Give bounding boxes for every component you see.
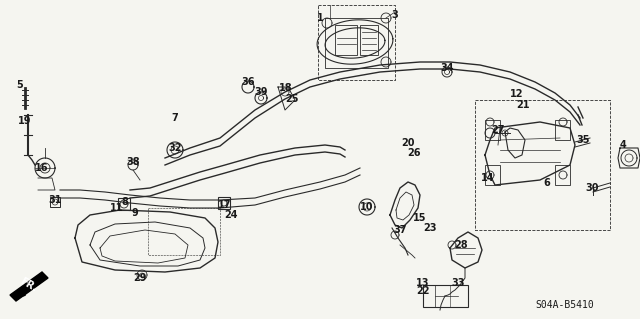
Text: 27: 27	[492, 125, 505, 135]
Bar	[360, 25, 378, 55]
Text: 37: 37	[393, 225, 407, 235]
Text: 8: 8	[122, 197, 129, 207]
Bar	[50, 197, 60, 207]
Text: 39: 39	[254, 87, 268, 97]
Text: 32: 32	[168, 143, 182, 153]
Text: 28: 28	[454, 240, 468, 250]
Text: 14: 14	[481, 173, 495, 183]
Text: 34: 34	[440, 63, 454, 73]
Text: FR.: FR.	[18, 276, 38, 294]
Text: 15: 15	[413, 213, 427, 223]
Text: 36: 36	[241, 77, 255, 87]
Text: 30: 30	[585, 183, 599, 193]
Text: 6: 6	[543, 178, 550, 188]
Text: 10: 10	[360, 202, 374, 212]
Text: 7: 7	[172, 113, 179, 123]
Bar	[423, 285, 468, 307]
Text: 13: 13	[416, 278, 429, 288]
Text: 29: 29	[133, 273, 147, 283]
Text: 16: 16	[35, 163, 49, 173]
Text: S04A-B5410: S04A-B5410	[536, 300, 595, 310]
Text: 33: 33	[451, 278, 465, 288]
Bar	[485, 120, 500, 140]
Text: 11: 11	[110, 203, 124, 213]
Text: 1: 1	[317, 13, 323, 23]
Text: 19: 19	[19, 116, 32, 126]
Text: 5: 5	[17, 80, 24, 90]
Bar	[555, 120, 570, 140]
Text: 35: 35	[576, 135, 589, 145]
Text: 17: 17	[218, 200, 232, 210]
Bar	[555, 165, 570, 185]
Text: 22: 22	[416, 286, 429, 296]
Bar	[485, 165, 500, 185]
Bar	[118, 198, 130, 210]
Text: 21: 21	[516, 100, 530, 110]
Text: 24: 24	[224, 210, 237, 220]
Text: 3: 3	[392, 10, 398, 20]
Text: 4: 4	[620, 140, 627, 150]
Text: 23: 23	[423, 223, 436, 233]
Text: 26: 26	[407, 148, 420, 158]
Text: 38: 38	[126, 157, 140, 167]
Bar	[218, 197, 230, 209]
Text: 25: 25	[285, 94, 299, 104]
Text: 20: 20	[401, 138, 415, 148]
Text: 9: 9	[132, 208, 138, 218]
Polygon shape	[10, 272, 48, 301]
Bar	[335, 25, 357, 55]
Text: 31: 31	[48, 195, 61, 205]
Text: 12: 12	[510, 89, 524, 99]
Text: 18: 18	[279, 83, 293, 93]
